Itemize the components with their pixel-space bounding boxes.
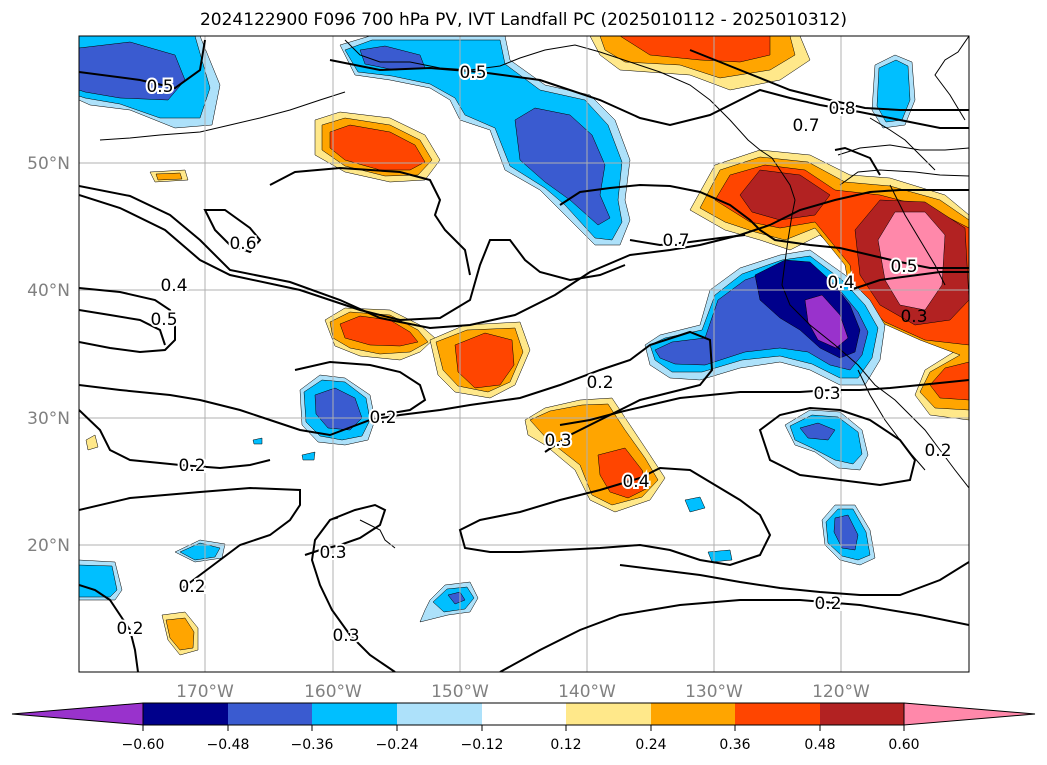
colorbar: −0.60 −0.48 −0.36 −0.24 −0.12 0.12 0.24 … [11,702,1036,753]
contour-label: 0.2 [116,619,143,639]
contour-label: 0.4 [622,472,649,492]
lon-label-150w: 150°W [431,682,489,702]
colorbar-bin [651,703,735,725]
colorbar-bin [228,703,312,725]
contour-label: 0.2 [924,441,951,461]
contour-label: 0.5 [890,257,917,277]
colorbar-extend-max [903,702,1036,726]
contour-labels: 0.5 0.5 0.8 0.7 0.6 0.7 0.4 0.5 0.5 0.4 … [114,61,953,648]
colorbar-bin [482,703,566,725]
colorbar-tick-label: 0.48 [804,737,835,753]
lon-label-130w: 130°W [685,682,743,702]
colorbar-ticks [142,725,905,731]
colorbar-tick-label: −0.36 [291,737,334,753]
contour-label: 0.6 [229,234,256,254]
colorbar-tick-labels: −0.60 −0.48 −0.36 −0.24 −0.12 0.12 0.24 … [122,737,920,753]
contour-label: 0.3 [900,307,927,327]
colorbar-tick-label: 0.24 [635,737,666,753]
contour-label: 0.7 [662,231,689,251]
colorbar-bin [397,703,482,725]
contour-label: 0.2 [814,594,841,614]
map-panel: 0.5 0.5 0.8 0.7 0.6 0.7 0.4 0.5 0.5 0.4 … [79,36,969,672]
colorbar-tick-label: 0.36 [719,737,750,753]
colorbar-bin [735,703,820,725]
map-frame [78,35,970,673]
lon-label-170w: 170°W [176,682,234,702]
negative-shading [79,36,916,623]
contour-label: 0.8 [828,99,855,119]
contour-label: 0.7 [792,116,819,136]
colorbar-bin [566,703,651,725]
colorbar-tick-label: −0.60 [122,737,165,753]
map-title: 2024122900 F096 700 hPa PV, IVT Landfall… [199,10,847,30]
contour-label: 0.2 [369,408,396,428]
lon-label-160w: 160°W [304,682,362,702]
contour-label: 0.2 [178,456,205,476]
contour-label: 0.3 [813,384,840,404]
contour-label: 0.5 [459,63,486,83]
lon-label-120w: 120°W [812,682,870,702]
contour-label: 0.4 [160,276,187,296]
colorbar-extend-min [11,702,144,726]
positive-shading [85,36,969,656]
lat-label-40n: 40°N [27,281,70,301]
colorbar-tick-label: −0.12 [461,737,504,753]
contour-label: 0.5 [150,310,177,330]
colorbar-bin [820,703,904,725]
contour-label: 0.3 [332,626,359,646]
contour-label: 0.2 [178,577,205,597]
lon-label-140w: 140°W [558,682,616,702]
colorbar-tick-label: −0.48 [207,737,250,753]
gridlines [79,36,969,672]
colorbar-tick-label: 0.60 [888,737,919,753]
lat-label-20n: 20°N [27,536,70,556]
contour-label: 0.3 [544,431,571,451]
coastlines [99,36,969,549]
latitude-labels: 50°N 40°N 30°N 20°N [27,154,70,556]
contour-label: 0.5 [146,77,173,97]
contour-label: 0.2 [586,373,613,393]
longitude-labels: 170°W 160°W 150°W 140°W 130°W 120°W [176,682,870,702]
colorbar-tick-label: 0.12 [550,737,581,753]
lat-label-50n: 50°N [27,154,70,174]
contour-label: 0.4 [827,273,854,293]
lat-label-30n: 30°N [27,409,70,429]
colorbar-tick-label: −0.24 [376,737,419,753]
colorbar-bin [312,703,397,725]
colorbar-outline [142,702,905,726]
colorbar-bin [143,703,228,725]
contour-label: 0.3 [319,543,346,563]
pv-contours [79,39,969,672]
